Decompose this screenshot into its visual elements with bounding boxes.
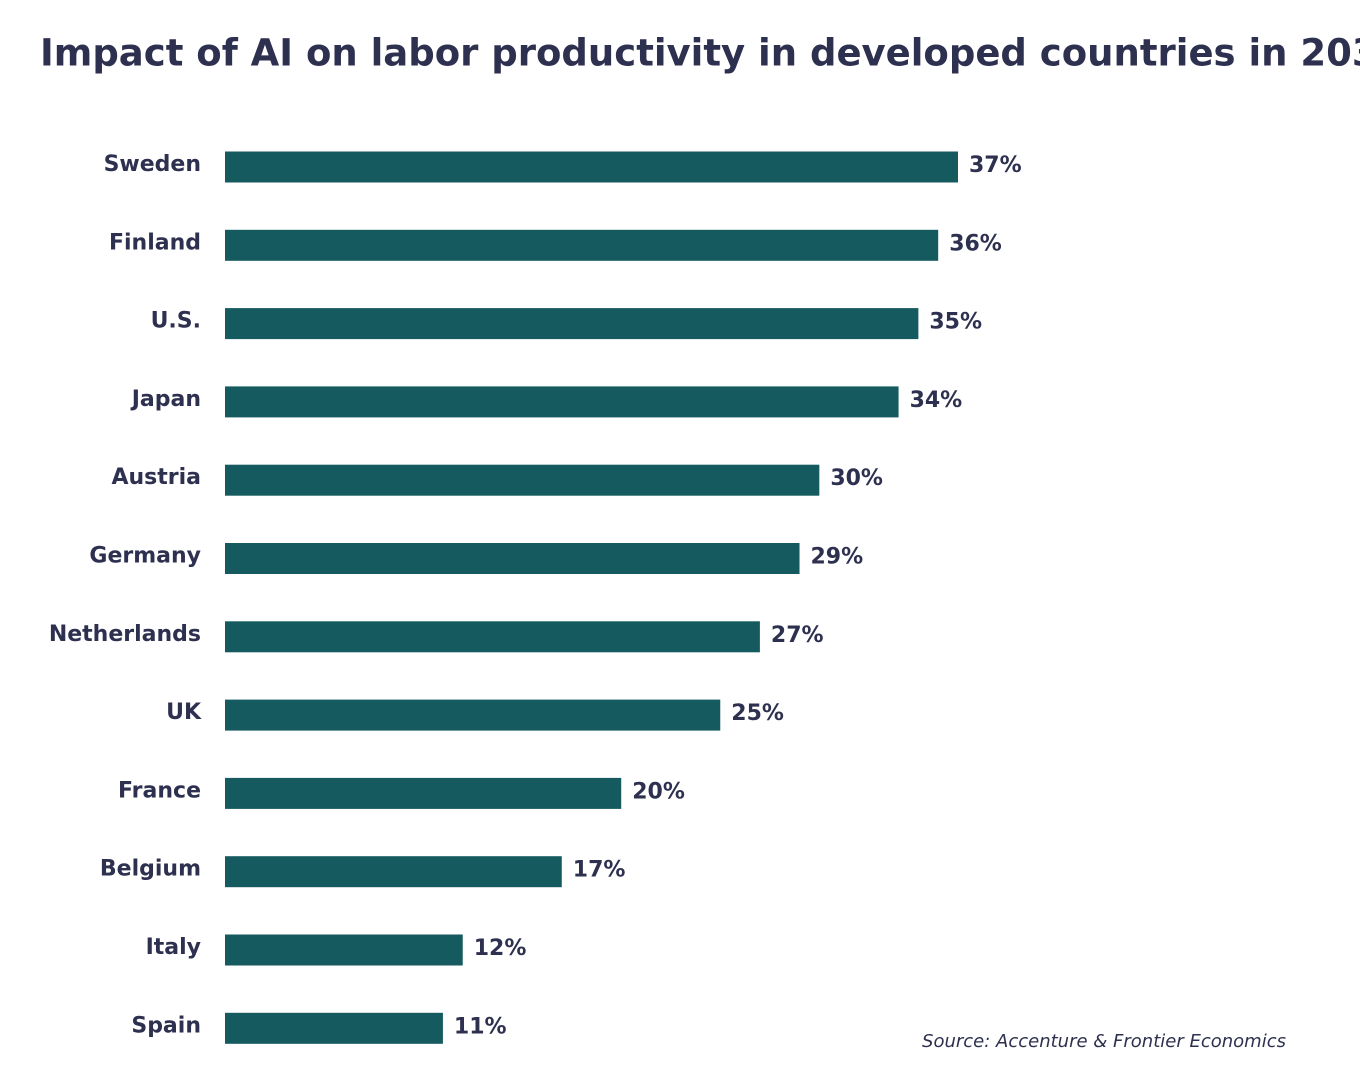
category-label: Belgium: [100, 857, 201, 882]
category-label: Netherlands: [49, 622, 201, 647]
value-label: 27%: [771, 623, 824, 648]
value-label: 37%: [969, 153, 1022, 178]
value-label: 12%: [474, 936, 527, 961]
category-label: Austria: [111, 465, 201, 490]
category-label: Finland: [109, 230, 201, 255]
source-note: Source: Accenture & Frontier Economics: [922, 1031, 1286, 1052]
bar: [225, 386, 899, 418]
bar: [225, 856, 562, 888]
bar: [225, 229, 939, 261]
category-label: Japan: [130, 387, 201, 412]
category-label: Germany: [89, 544, 201, 569]
category-label: U.S.: [151, 309, 201, 334]
category-label: France: [118, 778, 201, 803]
bar: [225, 699, 721, 731]
value-label: 20%: [632, 779, 685, 804]
bar: [225, 151, 958, 183]
category-label: Sweden: [104, 152, 201, 177]
value-label: 17%: [573, 858, 626, 883]
category-label: Spain: [131, 1013, 201, 1038]
value-label: 36%: [949, 231, 1002, 256]
bar: [225, 308, 919, 340]
bar: [225, 1012, 443, 1044]
value-label: 29%: [811, 545, 864, 570]
value-label: 25%: [731, 701, 784, 726]
bar: [225, 621, 760, 653]
chart-title: Impact of AI on labor productivity in de…: [40, 32, 1360, 75]
category-label: UK: [166, 700, 202, 725]
bar: [225, 777, 622, 809]
value-label: 34%: [910, 388, 963, 413]
bar: [225, 543, 800, 574]
value-label: 11%: [454, 1014, 507, 1039]
value-label: 30%: [830, 466, 883, 491]
bar: [225, 934, 463, 966]
bar: [225, 464, 820, 496]
value-label: 35%: [929, 310, 982, 335]
category-label: Italy: [146, 935, 201, 960]
